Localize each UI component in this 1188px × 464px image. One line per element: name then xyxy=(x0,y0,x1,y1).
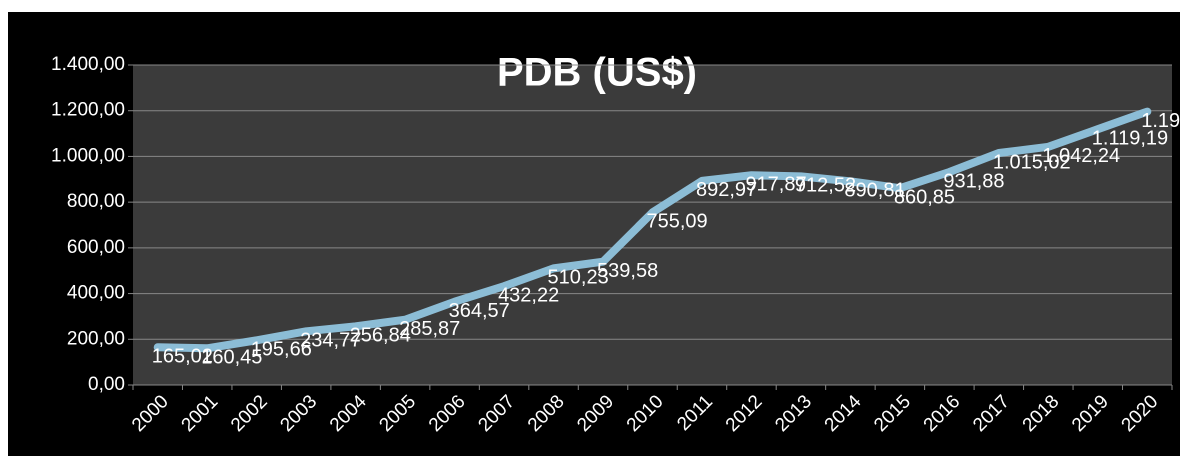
data-label: 510,23 xyxy=(548,267,609,289)
data-label: 364,57 xyxy=(449,300,510,322)
y-tick-label: 1.200,00 xyxy=(51,100,125,121)
data-label: 917,87 xyxy=(745,173,806,195)
data-label: 1.015,02 xyxy=(993,151,1071,173)
y-tick-label: 200,00 xyxy=(67,328,125,349)
chart-title: PDB (US$) xyxy=(497,51,697,95)
data-label: 234,77 xyxy=(300,330,361,352)
data-label: 860,85 xyxy=(894,187,955,209)
y-tick-label: 400,00 xyxy=(67,283,125,304)
y-tick-label: 1.000,00 xyxy=(51,145,125,166)
data-label: 1.196,14 xyxy=(1141,110,1188,132)
data-label: 912,52 xyxy=(795,175,856,197)
data-label: 1.119,19 xyxy=(1092,127,1168,149)
y-tick-label: 800,00 xyxy=(67,191,125,212)
data-label: 165,02 xyxy=(152,346,213,368)
y-tick-label: 1.400,00 xyxy=(51,54,125,75)
data-label: 1.042,24 xyxy=(1042,145,1120,167)
y-tick-label: 600,00 xyxy=(67,237,125,258)
data-label: 755,09 xyxy=(647,211,708,233)
data-label: 931,88 xyxy=(943,170,1004,192)
data-label: 890,81 xyxy=(844,180,905,202)
data-label: 256,84 xyxy=(350,325,411,347)
data-label: 160,45 xyxy=(201,347,262,369)
data-label: 432,22 xyxy=(498,284,559,306)
data-label: 892,97 xyxy=(696,179,757,201)
data-label: 539,58 xyxy=(597,260,658,282)
y-tick-label: 0,00 xyxy=(88,374,125,395)
data-label: 285,87 xyxy=(399,318,460,340)
data-line xyxy=(153,107,1152,353)
data-label: 195,66 xyxy=(251,339,312,361)
